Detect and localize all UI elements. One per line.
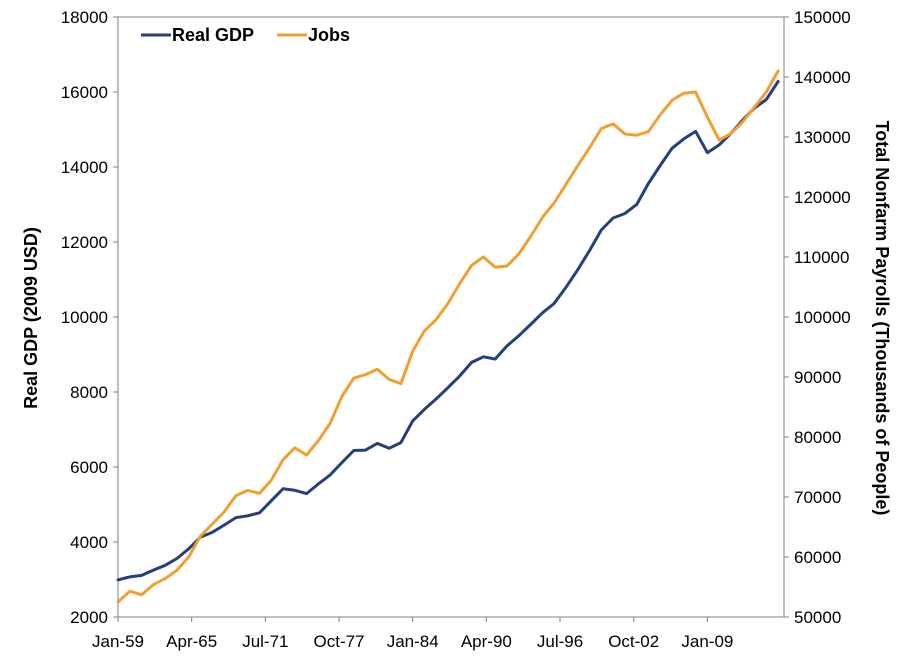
x-axis-tick-label: Jan-59 xyxy=(92,632,144,651)
axes: 2000 4000 6000 8000 10000 12000 14000 16000 1800… xyxy=(61,8,851,651)
right-axis-tick-label: 80000 xyxy=(794,428,841,447)
right-axis-tick-label: 150000 xyxy=(794,8,851,27)
right-axis-tick-label: 130000 xyxy=(794,128,851,147)
legend-label-jobs: Jobs xyxy=(308,25,350,45)
left-axis-tick-label: 16000 xyxy=(61,83,108,102)
right-axis-tick-label: 110000 xyxy=(794,248,849,267)
left-axis-tick-label: 18000 xyxy=(61,8,108,27)
left-axis-tick-label: 12000 xyxy=(61,233,108,252)
right-axis-tick-label: 140000 xyxy=(794,68,851,87)
left-axis-tick-label: 2000 xyxy=(70,608,108,627)
series-lines xyxy=(116,69,780,604)
x-axis-tick-label: Oct-02 xyxy=(608,632,659,651)
right-axis-title: Total Nonfarm Payrolls (Thousands of Peo… xyxy=(872,121,892,516)
x-axis-tick-label: Jan-84 xyxy=(387,632,439,651)
left-axis-tick-label: 4000 xyxy=(70,533,108,552)
x-axis-tick-label: Jul-71 xyxy=(242,632,288,651)
right-axis-tick-label: 70000 xyxy=(794,488,841,507)
left-axis-tick-label: 6000 xyxy=(70,458,108,477)
right-axis-tick-label: 90000 xyxy=(794,368,841,387)
right-axis-tick-label: 60000 xyxy=(794,548,841,567)
right-axis-tick-label: 120000 xyxy=(794,188,851,207)
right-axis-tick-label: 100000 xyxy=(794,308,851,327)
x-axis-tick-label: Jul-96 xyxy=(537,632,583,651)
x-axis-tick-label: Oct-77 xyxy=(314,632,365,651)
x-axis-tick-label: Apr-65 xyxy=(166,632,217,651)
series-line-real-gdp xyxy=(116,80,780,582)
right-axis-tick-label: 50000 xyxy=(794,608,841,627)
series-line-jobs xyxy=(116,69,780,604)
legend-label-real-gdp: Real GDP xyxy=(172,25,254,45)
x-axis-tick-label: Jan-09 xyxy=(681,632,733,651)
left-axis-tick-label: 14000 xyxy=(61,158,108,177)
legend: Real GDP Jobs xyxy=(141,25,350,45)
left-axis-tick-label: 10000 xyxy=(61,308,108,327)
plot-border xyxy=(117,16,785,618)
left-axis-tick-label: 8000 xyxy=(70,383,108,402)
x-axis-tick-label: Apr-90 xyxy=(461,632,512,651)
left-axis-title: Real GDP (2009 USD) xyxy=(21,227,41,409)
plot-area xyxy=(117,16,785,618)
